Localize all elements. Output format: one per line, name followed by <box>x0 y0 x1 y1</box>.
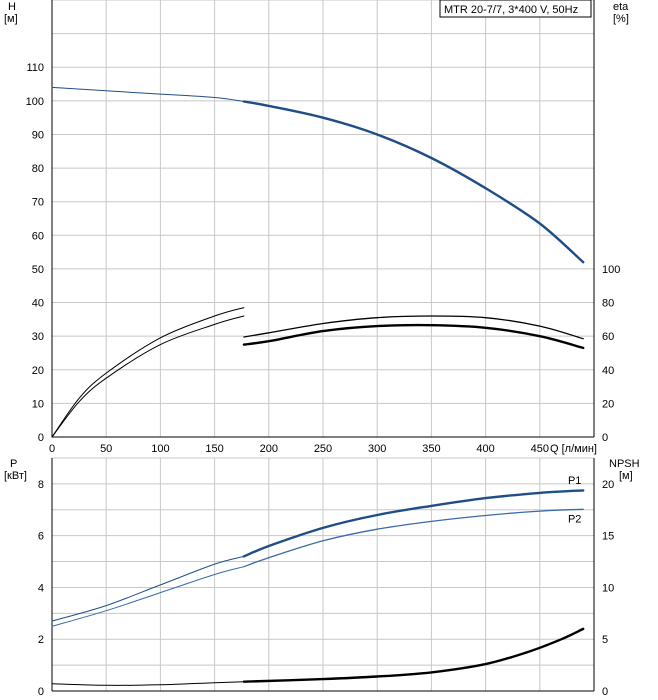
x-tick-label: 150 <box>205 443 223 455</box>
y-tick-label-right: 20 <box>602 479 614 491</box>
y-tick-label-right: 20 <box>602 398 614 410</box>
x-tick-label: 200 <box>260 443 278 455</box>
y-axis-unit-left: [кВт] <box>4 470 27 482</box>
curve-series <box>51 566 245 627</box>
y-axis-unit-right: [%] <box>613 13 629 25</box>
y-tick-label-right: 5 <box>602 634 608 646</box>
x-tick-label: 100 <box>151 443 169 455</box>
curve-series <box>51 307 245 438</box>
curve-series <box>51 86 245 102</box>
x-tick-label: 450 <box>531 443 549 455</box>
x-axis-label: Q [л/мин] <box>550 443 597 455</box>
y-axis-title-right: NPSH <box>609 458 640 470</box>
curve-series <box>242 100 585 264</box>
y-tick-label-left: 70 <box>32 197 44 209</box>
x-tick-label: 0 <box>49 443 55 455</box>
y-tick-label-left: 60 <box>32 230 44 242</box>
x-tick-label: 50 <box>100 443 112 455</box>
y-tick-label-left: 2 <box>38 634 44 646</box>
y-tick-label-right: 10 <box>602 582 614 594</box>
y-tick-label-left: 40 <box>32 298 44 310</box>
y-tick-label-right: 40 <box>602 365 614 377</box>
curve-series <box>242 489 585 558</box>
legend-text: MTR 20-7/7, 3*400 V, 50Hz <box>444 4 578 16</box>
y-tick-label-right: 100 <box>602 264 620 276</box>
y-axis-title-left: H <box>8 1 16 13</box>
curve-series <box>242 627 585 683</box>
x-tick-label: 250 <box>314 443 332 455</box>
y-axis-unit-left: [м] <box>4 13 18 25</box>
y-axis-title-right: eta <box>613 1 629 13</box>
curve-series <box>243 508 584 568</box>
y-tick-label-left: 0 <box>38 432 44 444</box>
curve-series <box>51 315 245 438</box>
top-chart-grid <box>51 0 595 438</box>
curve-series <box>51 681 245 686</box>
y-axis-unit-right: [м] <box>619 470 633 482</box>
y-tick-label-right: 0 <box>602 686 608 698</box>
x-tick-label: 350 <box>422 443 440 455</box>
y-tick-label-left: 8 <box>38 479 44 491</box>
curve-series <box>243 315 584 340</box>
y-tick-label-left: 10 <box>32 398 44 410</box>
y-tick-label-left: 20 <box>32 365 44 377</box>
legend-box <box>439 0 592 18</box>
y-tick-label-left: 110 <box>26 62 44 74</box>
y-tick-label-left: 30 <box>32 331 44 343</box>
curve-series <box>51 555 245 622</box>
y-tick-label-right: 15 <box>602 531 614 543</box>
y-tick-label-left: 80 <box>32 163 44 175</box>
bottom-chart-grid <box>51 457 595 692</box>
x-tick-label: 300 <box>368 443 386 455</box>
y-tick-label-left: 100 <box>26 96 44 108</box>
x-tick-label: 400 <box>476 443 494 455</box>
y-tick-label-left: 50 <box>32 264 44 276</box>
y-tick-label-right: 0 <box>602 432 608 444</box>
y-tick-label-right: 80 <box>602 298 614 310</box>
curve-series <box>242 323 585 350</box>
series-label-p2: P2 <box>568 514 581 526</box>
y-tick-label-left: 4 <box>38 582 44 594</box>
y-tick-label-right: 60 <box>602 331 614 343</box>
series-label-p1: P1 <box>568 475 581 487</box>
performance-curves <box>51 86 585 686</box>
y-axis-title-left: P <box>10 458 17 470</box>
y-tick-label-left: 6 <box>38 531 44 543</box>
y-tick-label-left: 90 <box>32 129 44 141</box>
y-tick-label-left: 0 <box>38 686 44 698</box>
